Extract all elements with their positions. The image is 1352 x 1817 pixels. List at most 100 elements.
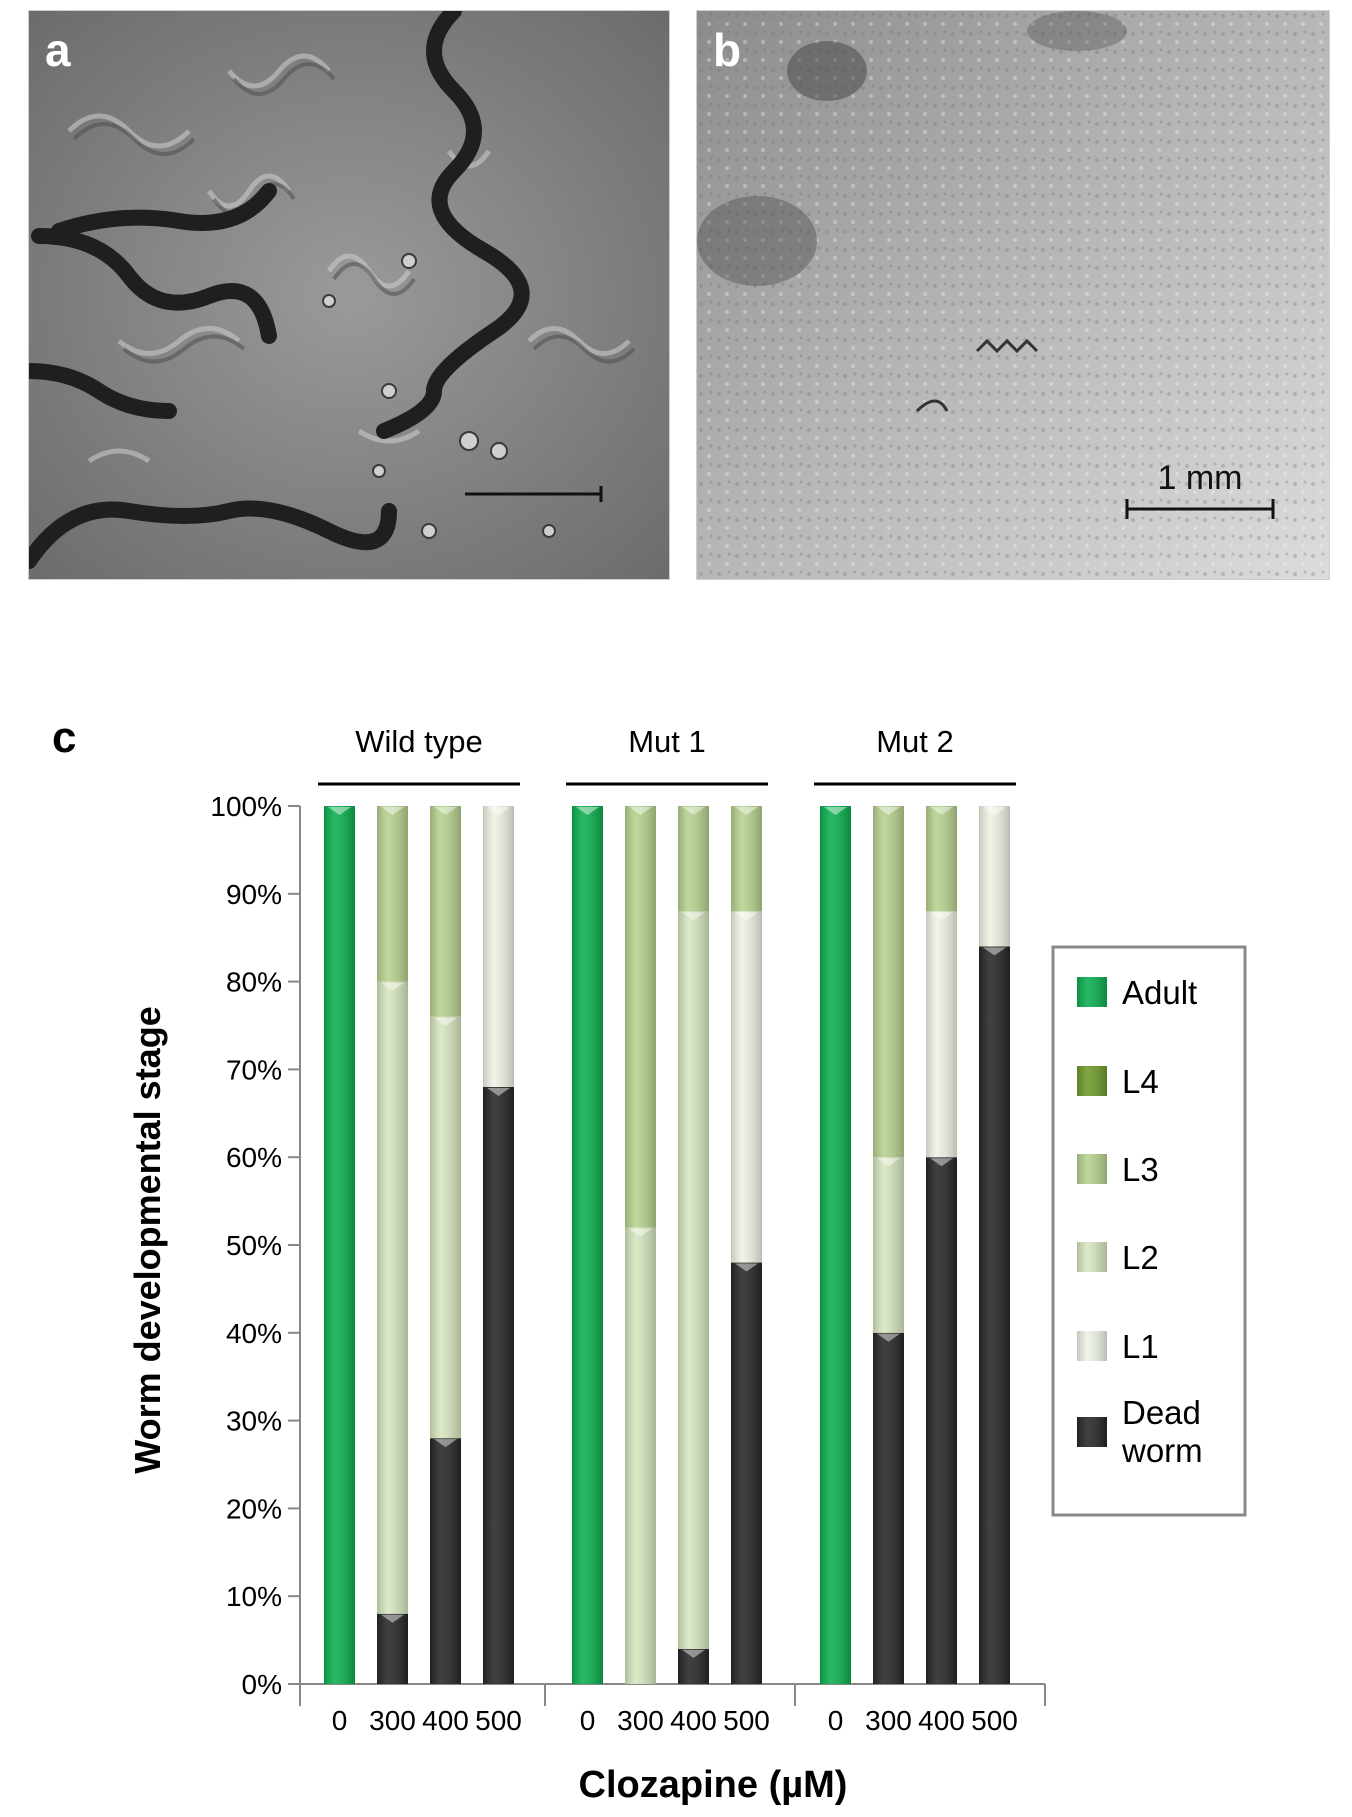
- legend-swatch-shade: [1077, 1331, 1107, 1361]
- bar-segment-bevel: [930, 912, 953, 921]
- photo-panel-b: 1 mm b: [696, 10, 1330, 580]
- x-tick-label: 0: [580, 1705, 596, 1736]
- bar-segment-bevel: [877, 1158, 900, 1167]
- bar-segment-shade: [873, 1332, 904, 1684]
- x-tick-label: 400: [422, 1705, 469, 1736]
- bar-segment-shade: [926, 1157, 957, 1684]
- x-tick-label: 500: [723, 1705, 770, 1736]
- y-tick-label: 40%: [226, 1318, 282, 1349]
- group-label: Wild type: [355, 724, 482, 759]
- bar-segment-shade: [678, 1648, 709, 1684]
- bar-segment-bevel: [930, 807, 953, 815]
- bar-segment-bevel: [735, 1263, 758, 1272]
- bar-segment-shade: [572, 806, 603, 1684]
- bar-segment-bevel: [735, 912, 758, 921]
- x-axis-title: Clozapine (µM): [579, 1764, 848, 1806]
- bar-segment-shade: [979, 806, 1010, 947]
- bar-segment-shade: [377, 806, 408, 982]
- bar-segment-shade: [377, 1613, 408, 1684]
- bar-segment-bevel: [877, 807, 900, 815]
- legend-label: L1: [1122, 1328, 1159, 1365]
- legend-label: L4: [1122, 1063, 1159, 1100]
- bar-segment-shade: [678, 806, 709, 912]
- y-tick-label: 80%: [226, 967, 282, 998]
- bar-segment-shade: [678, 911, 709, 1649]
- x-tick-label: 500: [475, 1705, 522, 1736]
- bar-segment-shade: [483, 806, 514, 1087]
- bar-segment-shade: [625, 1227, 656, 1684]
- bar-segment-shade: [873, 806, 904, 1158]
- y-tick-label: 100%: [210, 791, 282, 822]
- legend-swatch-shade: [1077, 1154, 1107, 1184]
- legend-label: Dead: [1122, 1394, 1201, 1431]
- x-tick-label: 400: [670, 1705, 717, 1736]
- y-tick-label: 30%: [226, 1406, 282, 1437]
- x-tick-label: 0: [828, 1705, 844, 1736]
- bar-segment-bevel: [682, 912, 705, 921]
- y-tick-label: 90%: [226, 879, 282, 910]
- bar-segment-shade: [926, 806, 957, 912]
- bar-segment-bevel: [983, 807, 1006, 815]
- legend-swatch-shade: [1077, 1066, 1107, 1096]
- y-axis-title: Worm developmental stage: [127, 1006, 168, 1473]
- legend-label: Adult: [1122, 974, 1197, 1011]
- worm-1: [376, 11, 530, 439]
- bar-segment-bevel: [381, 982, 404, 991]
- y-tick-label: 70%: [226, 1054, 282, 1085]
- bar-segment-bevel: [877, 1333, 900, 1342]
- bar-segment-shade: [483, 1086, 514, 1684]
- bar-segment-bevel: [434, 807, 457, 815]
- bar-segment-bevel: [629, 1228, 652, 1237]
- legend-swatch-shade: [1077, 1242, 1107, 1272]
- bar-segment-bevel: [434, 1017, 457, 1026]
- panel-a-label: a: [45, 24, 71, 76]
- worm-2: [31, 228, 277, 344]
- bar-segment-shade: [731, 806, 762, 912]
- bar-segment-bevel: [682, 807, 705, 815]
- bar-segment-bevel: [629, 807, 652, 815]
- bar-segment-shade: [377, 981, 408, 1614]
- legend-label: L2: [1122, 1239, 1159, 1276]
- panel-c-label: c: [52, 713, 76, 762]
- bar-segment-bevel: [328, 807, 351, 815]
- bar-segment-shade: [625, 806, 656, 1228]
- y-tick-label: 10%: [226, 1581, 282, 1612]
- y-tick-label: 20%: [226, 1493, 282, 1524]
- bar-segment-bevel: [682, 1649, 705, 1658]
- bar-segment-shade: [820, 806, 851, 1684]
- worm-4: [29, 363, 177, 419]
- x-tick-label: 300: [617, 1705, 664, 1736]
- legend-label: worm: [1121, 1432, 1203, 1469]
- legend-swatch-shade: [1077, 1417, 1107, 1447]
- group-label: Mut 1: [628, 724, 706, 759]
- scale-bar-label: 1 mm: [1158, 459, 1243, 497]
- x-tick-label: 500: [971, 1705, 1018, 1736]
- x-tick-label: 300: [865, 1705, 912, 1736]
- bar-segment-bevel: [381, 807, 404, 815]
- x-tick-label: 0: [332, 1705, 348, 1736]
- bar-segment-bevel: [434, 1439, 457, 1448]
- y-tick-label: 60%: [226, 1142, 282, 1173]
- bar-segment-bevel: [576, 807, 599, 815]
- bar-segment-bevel: [824, 807, 847, 815]
- bar-segment-shade: [926, 911, 957, 1158]
- bar-segment-shade: [430, 1016, 461, 1439]
- bar-segment-shade: [324, 806, 355, 1684]
- x-tick-label: 400: [918, 1705, 965, 1736]
- bar-segment-bevel: [487, 1087, 510, 1096]
- bar-segment-bevel: [381, 1614, 404, 1623]
- y-tick-label: 50%: [226, 1230, 282, 1261]
- worm-5: [29, 500, 397, 569]
- bar-segment-shade: [731, 911, 762, 1263]
- worm-3: [51, 183, 277, 239]
- bar-segment-shade: [731, 1262, 762, 1684]
- bar-segment-bevel: [487, 807, 510, 815]
- bar-segment-shade: [979, 946, 1010, 1684]
- group-label: Mut 2: [876, 724, 954, 759]
- panel-b-label: b: [713, 24, 741, 76]
- y-tick-label: 0%: [242, 1669, 282, 1700]
- bar-segment-bevel: [983, 947, 1006, 956]
- bar-segment-shade: [430, 1438, 461, 1684]
- bar-segment-bevel: [735, 807, 758, 815]
